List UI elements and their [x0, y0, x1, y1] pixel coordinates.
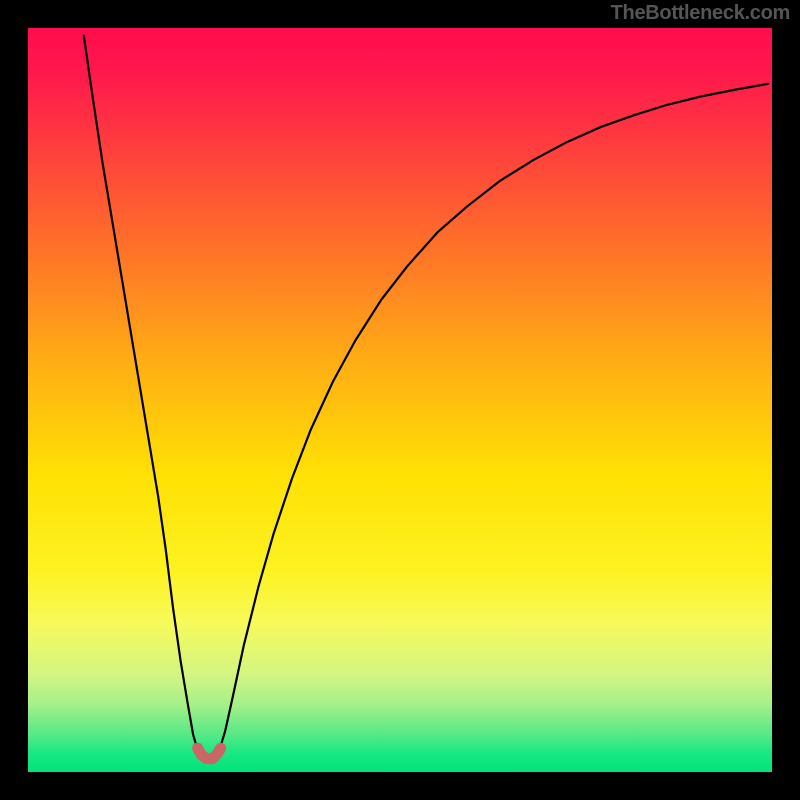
chart-plot-area	[28, 28, 772, 772]
chart-svg	[28, 28, 772, 772]
gradient-background	[28, 28, 772, 772]
watermark-text: TheBottleneck.com	[611, 2, 790, 25]
